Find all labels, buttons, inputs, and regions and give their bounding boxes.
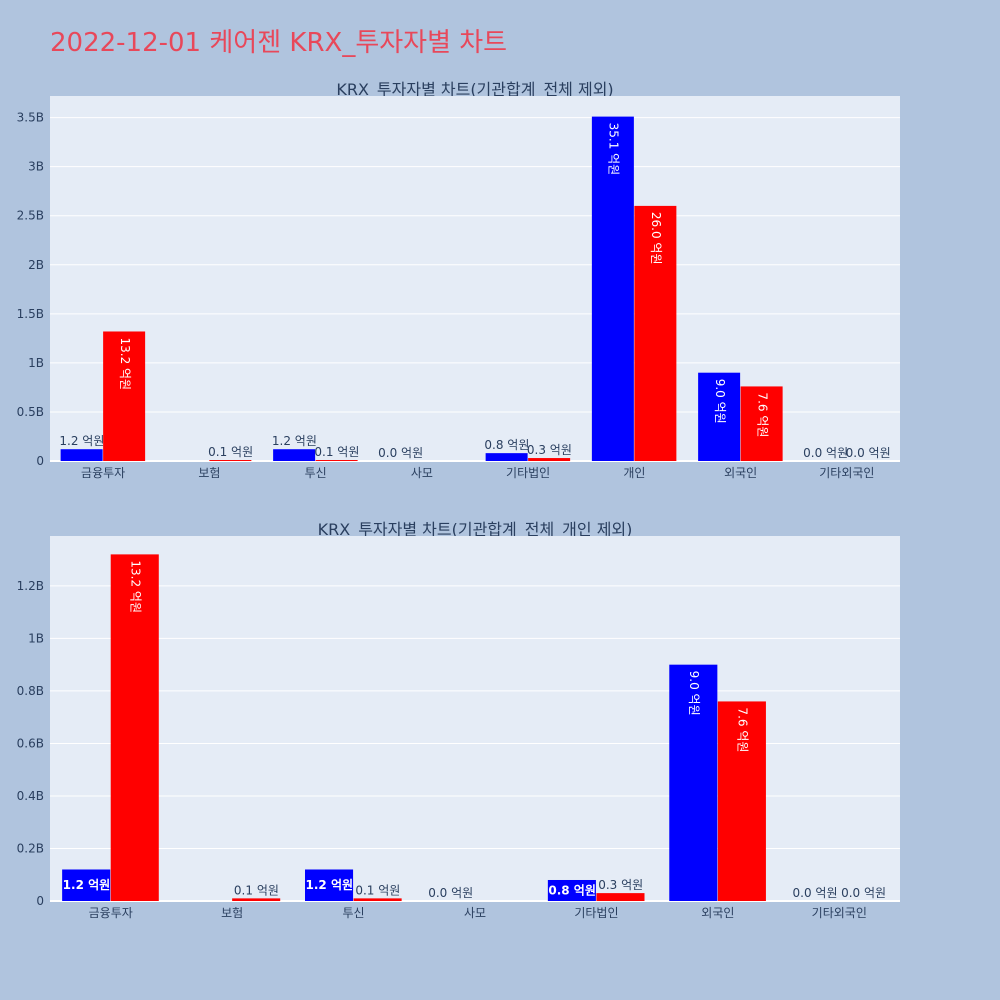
data-label: 1.2 억원 [272,434,317,448]
bar [110,554,159,901]
data-label: 0.8 억원 [548,883,596,897]
data-label: 7.6 억원 [755,392,769,437]
chart-bottom: KRX_투자자별 차트(기관합계_전체_개인 제외) 0 0.2B 0.4B 0.6B 0… [17,520,900,920]
data-label: 0.0 억원 [803,446,848,460]
x-tick-label: 보험 [221,906,243,920]
bar [209,460,252,461]
x-tick-label: 금융투자 [81,466,125,480]
bar [698,372,741,461]
data-label: 0.1 억원 [234,883,279,897]
y-tick-label: 1B [28,631,44,645]
bar [547,879,596,901]
bar [596,893,645,901]
y-tick-label: 0.5B [17,405,44,419]
bar [528,458,571,461]
y-tick-label: 3B [28,160,44,174]
bar [591,116,634,461]
data-label: 0.0 억원 [841,886,886,900]
x-tick-label: 기타외국인 [819,466,874,480]
bar [62,869,111,901]
data-label: 13.2 억원 [129,560,143,613]
chart-subtitle: KRX_투자자별 차트(기관합계_전체_개인 제외) [318,520,633,540]
data-label: 1.2 억원 [306,878,354,892]
y-tick-label: 2.5B [17,209,44,223]
data-label: 0.0 억원 [846,446,891,460]
data-label: 0.1 억원 [314,445,359,459]
y-tick-label: 0 [36,454,44,468]
y-tick-label: 0.4B [17,789,44,803]
data-label: 13.2 억원 [118,337,132,390]
x-tick-label: 투신 [343,906,365,920]
y-tick-label: 0.8B [17,684,44,698]
y-tick-label: 2B [28,258,44,272]
data-label: 0.0 억원 [793,886,838,900]
x-tick-label: 기타외국인 [812,906,867,920]
data-label: 0.0 억원 [428,886,473,900]
bar [103,331,146,461]
bar [273,449,316,461]
chart-subtitle: KRX_투자자별 차트(기관합계_전체 제외) [336,80,613,100]
data-label: 9.0 억원 [713,379,727,424]
data-label: 0.8 억원 [484,438,529,452]
plot-area [50,536,900,901]
data-label: 0.1 억원 [355,883,400,897]
y-tick-label: 1.5B [17,307,44,321]
page-title: 2022-12-01 케어젠 KRX_투자자별 차트 [50,28,508,58]
bar [485,453,528,461]
x-tick-label: 사모 [411,466,433,480]
y-tick-label: 1B [28,356,44,370]
data-label: 0.3 억원 [598,878,643,892]
y-tick-label: 0.2B [17,841,44,855]
y-tick-label: 0.6B [17,736,44,750]
data-label: 1.2 억원 [63,878,111,892]
data-label: 9.0 억원 [687,671,701,716]
data-label: 0.3 억원 [527,443,572,457]
bar [305,869,354,901]
bar [634,205,677,461]
bar [315,460,358,461]
data-label: 0.0 억원 [378,446,423,460]
chart-top: KRX_투자자별 차트(기관합계_전체 제외) 0 0.5B 1B 1.5B 2B 2.5B… [17,80,900,480]
y-tick-label: 3.5B [17,111,44,125]
x-tick-label: 기타법인 [506,466,550,480]
x-tick-label: 외국인 [701,906,734,920]
bar [353,898,402,901]
y-tick-label: 0 [36,894,44,908]
bar [717,701,766,901]
data-label: 0.1 억원 [208,445,253,459]
x-tick-label: 투신 [305,466,327,480]
x-tick-label: 개인 [623,466,645,480]
x-tick-label: 금융투자 [89,906,133,920]
bar [232,898,281,901]
data-label: 35.1 억원 [607,123,621,176]
y-tick-label: 1.2B [17,579,44,593]
x-tick-label: 외국인 [724,466,757,480]
bar [740,386,783,461]
x-tick-label: 보험 [198,466,220,480]
data-label: 1.2 억원 [59,434,104,448]
x-tick-label: 기타법인 [574,906,618,920]
data-label: 26.0 억원 [649,212,663,265]
x-tick-label: 사모 [464,906,486,920]
bar [60,449,103,461]
data-label: 7.6 억원 [736,707,750,752]
bar [669,664,718,901]
